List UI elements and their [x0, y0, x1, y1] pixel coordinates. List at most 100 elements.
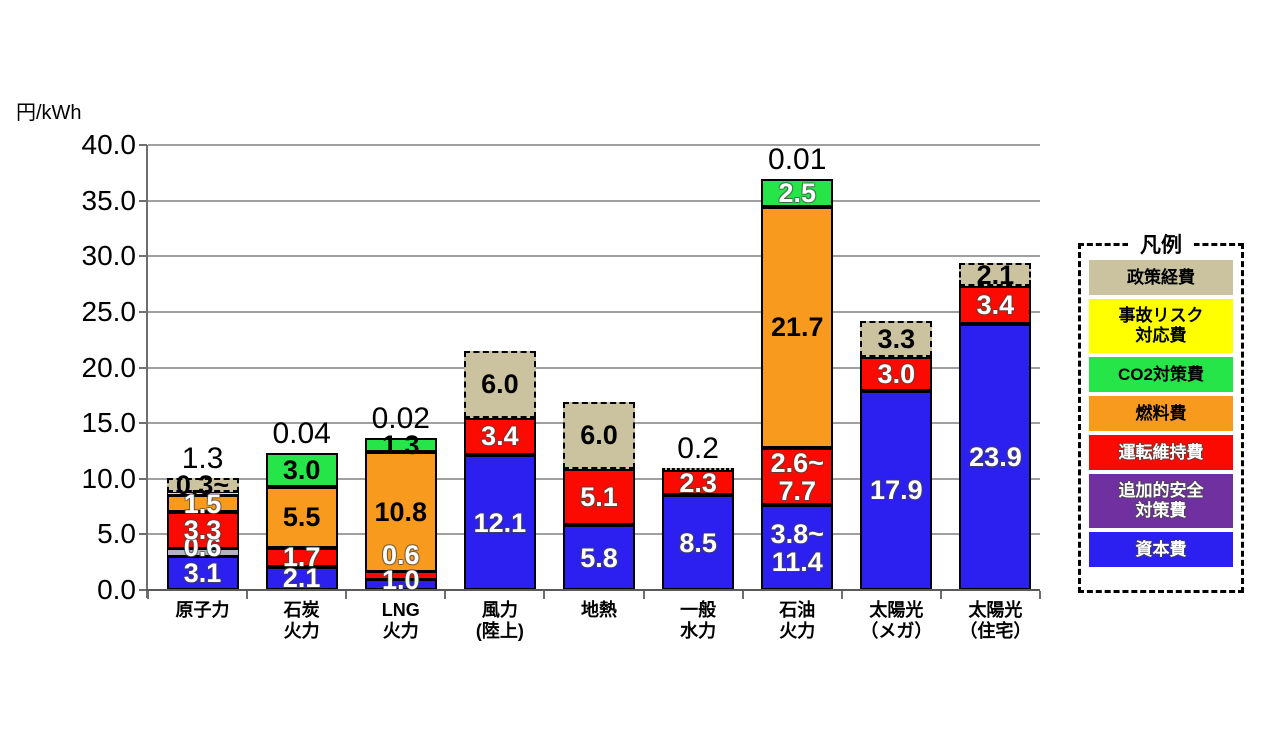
segment-燃料費 — [364, 452, 437, 573]
segment-label: 23.9 — [969, 442, 1022, 473]
segment-label: 3.0 — [282, 454, 321, 485]
segment-政策経費 — [563, 401, 635, 469]
x-tick-mark — [345, 591, 348, 599]
x-axis-line — [146, 589, 1040, 591]
y-tick-mark — [139, 477, 147, 480]
x-axis-category-label: 風力 (陸上) — [475, 600, 524, 641]
segment-燃料費 — [166, 495, 239, 513]
legend-title: 凡例 — [1128, 229, 1194, 259]
y-axis-line — [146, 145, 148, 598]
legend-item-燃料費: 燃料費 — [1089, 396, 1233, 431]
y-axis-tick-label: 5.0 — [97, 518, 136, 550]
segment-政策経費 — [662, 467, 735, 470]
x-axis-category-label: 太陽光 （住宅） — [959, 600, 1032, 641]
segment-label: 5.8 — [580, 542, 618, 573]
gridline — [148, 199, 1040, 202]
segment-運転維持費 — [166, 512, 239, 549]
legend-item-資本費: 資本費 — [1089, 532, 1233, 567]
x-axis-category-label: 石炭 火力 — [283, 600, 320, 641]
segment-label: 6.0 — [580, 420, 618, 451]
x-tick-mark — [147, 591, 149, 599]
x-axis-category-label: 太陽光 （メガ） — [860, 600, 933, 641]
segment-label: 1.3 — [381, 429, 420, 460]
segment-資本費 — [860, 390, 933, 590]
segment-政策経費 — [463, 350, 536, 418]
bar-above-label: 0.04 — [272, 417, 331, 451]
segment-label: 1.0 — [381, 565, 420, 596]
y-axis-tick-label: 40.0 — [81, 129, 137, 160]
segment-label: 6.0 — [481, 369, 519, 400]
segment-label: 8.5 — [679, 527, 717, 558]
segment-label: 2.1 — [976, 259, 1015, 290]
segment-運転維持費 — [563, 468, 635, 526]
x-tick-mark — [246, 591, 249, 599]
y-tick-mark — [139, 199, 147, 202]
segment-label: 1.7 — [282, 542, 321, 573]
x-axis-category-label: 原子力 — [175, 600, 230, 620]
segment-資本費 — [265, 566, 338, 590]
x-tick-mark — [543, 591, 546, 599]
segment-燃料費 — [265, 486, 338, 548]
segment-label: 0.6 — [183, 532, 222, 563]
legend-item-追加的安全対策費: 追加的安全 対策費 — [1089, 474, 1233, 528]
segment-運転維持費 — [860, 357, 933, 391]
segment-CO2対策費 — [265, 453, 338, 487]
segment-燃料費 — [761, 206, 834, 449]
x-axis-category-label: 一般 水力 — [680, 600, 717, 641]
y-tick-mark — [139, 366, 147, 369]
segment-運転維持費 — [959, 286, 1032, 325]
segment-label: 2.5 — [778, 177, 816, 208]
segment-label: 3.3 — [877, 324, 916, 355]
gridline — [148, 310, 1040, 313]
segment-label: 5.1 — [580, 482, 618, 513]
segment-label: 3.4 — [481, 421, 519, 452]
x-tick-mark — [444, 591, 447, 599]
y-axis-tick-label: 30.0 — [81, 240, 137, 272]
segment-label: 5.5 — [282, 502, 321, 533]
y-axis-unit-label: 円/kWh — [16, 102, 82, 124]
segment-label: 3.4 — [976, 290, 1015, 321]
segment-政策経費 — [860, 320, 933, 358]
legend-items: 政策経費 事故リスク 対応費 CO2対策費 燃料費 運転維持費 追加的安全 対策費 資本費 — [1089, 260, 1233, 571]
x-tick-mark — [741, 591, 744, 599]
segment-資本費 — [563, 525, 635, 590]
segment-label: 10.8 — [374, 497, 428, 528]
segment-運転維持費 — [463, 417, 536, 456]
segment-資本費 — [463, 455, 536, 590]
segment-資本費 — [166, 555, 239, 590]
y-axis-tick-label: 35.0 — [81, 184, 137, 216]
segment-追加的安全対策費 — [166, 548, 239, 556]
segment-運転維持費 — [761, 448, 834, 506]
segment-label: 2.6~ 7.7 — [770, 447, 824, 506]
segment-運転維持費 — [364, 572, 437, 579]
x-axis-category-label: LNG 火力 — [381, 600, 420, 641]
segment-label: 2.3 — [679, 467, 717, 498]
segment-label: 0.6 — [381, 539, 420, 570]
segment-label: 3.3 — [183, 515, 222, 546]
segment-事故リスク対応費 — [166, 492, 239, 496]
y-tick-mark — [139, 310, 147, 313]
y-axis-tick-label: 25.0 — [81, 295, 137, 327]
segment-label: 12.1 — [473, 507, 527, 538]
bar-above-label: 0.2 — [677, 431, 719, 465]
gridline — [148, 144, 1040, 146]
y-tick-mark — [139, 144, 147, 146]
segment-資本費 — [761, 505, 834, 590]
bar-above-label: 0.02 — [371, 401, 430, 435]
segment-label: 21.7 — [770, 312, 824, 343]
legend-item-事故リスク対応費: 事故リスク 対応費 — [1089, 299, 1233, 353]
segment-資本費 — [662, 495, 735, 590]
segment-政策経費 — [166, 477, 239, 493]
y-axis-tick-label: 15.0 — [81, 407, 137, 439]
segment-label: 2.1 — [282, 563, 321, 594]
segment-運転維持費 — [662, 469, 735, 496]
segment-CO2対策費 — [364, 437, 437, 453]
legend-item-政策経費: 政策経費 — [1089, 260, 1233, 295]
gridline — [148, 366, 1040, 369]
x-axis-category-label: 石油 火力 — [779, 600, 816, 641]
y-tick-mark — [139, 255, 147, 258]
segment-資本費 — [364, 578, 437, 590]
y-axis-tick-label: 10.0 — [81, 462, 137, 494]
segment-label: 1.5 — [183, 488, 222, 519]
